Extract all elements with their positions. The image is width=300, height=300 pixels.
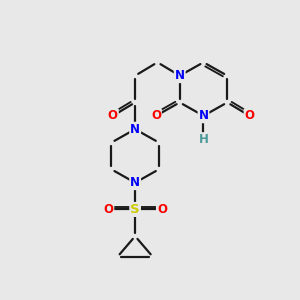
Text: H: H xyxy=(199,133,208,146)
Text: O: O xyxy=(108,109,118,122)
Text: O: O xyxy=(157,203,167,216)
Text: O: O xyxy=(151,109,161,122)
Text: S: S xyxy=(130,203,140,216)
Text: N: N xyxy=(175,69,185,82)
Text: N: N xyxy=(199,109,208,122)
Text: N: N xyxy=(130,176,140,189)
Text: O: O xyxy=(244,109,255,122)
Text: O: O xyxy=(103,203,113,216)
Text: N: N xyxy=(130,123,140,136)
